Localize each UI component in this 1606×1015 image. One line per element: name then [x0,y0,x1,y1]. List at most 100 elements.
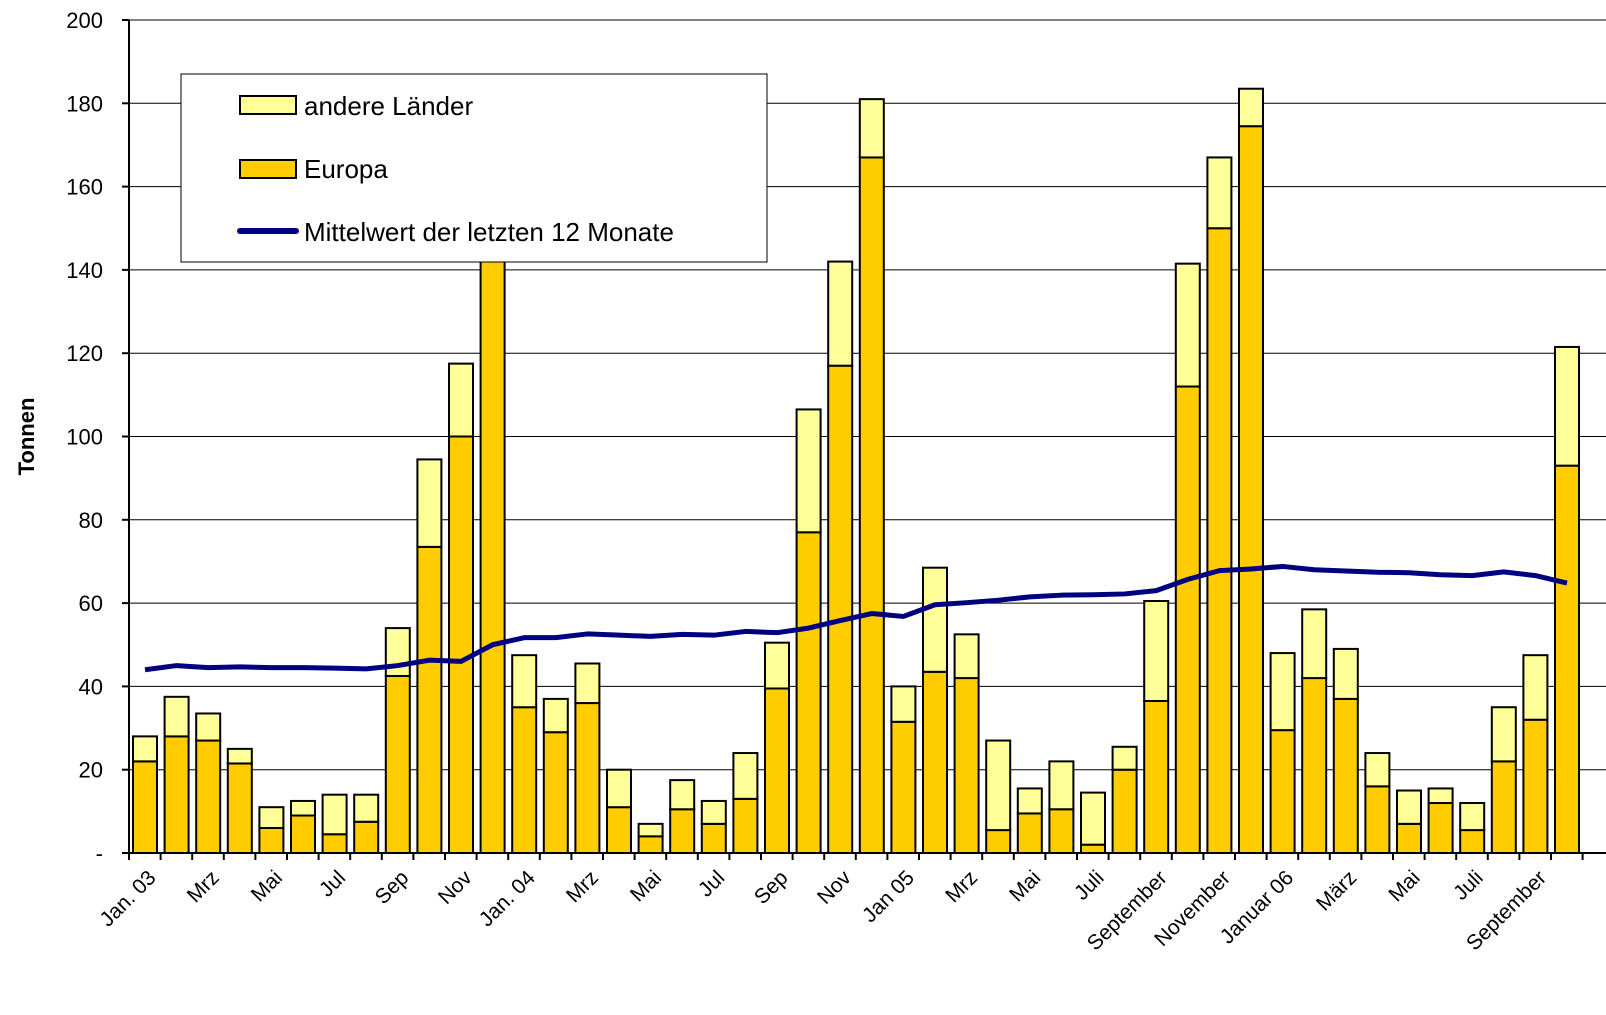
x-tick-label: Jan. 03 [96,866,161,931]
bar-andere-laender [795,408,822,534]
bar-andere-laender [542,697,569,734]
x-tick-label: Mrz [941,866,982,907]
line-mittelwert [144,563,1568,673]
y-tick-label: 200 [66,8,103,33]
x-tick-label: Sep [750,866,793,909]
bar-europa [1206,227,1233,854]
bar-europa [416,545,443,854]
x-tick-label: Jul [694,866,729,901]
bar-europa [1269,729,1296,855]
x-tick-label: Juli [1070,866,1109,905]
bar-andere-laender [985,739,1012,832]
x-tick-label: Jan. 04 [475,866,540,931]
y-tick-label: 140 [66,258,103,283]
bar-europa [448,435,474,854]
y-tick-label: 80 [79,508,103,533]
bar-andere-laender [1080,791,1106,846]
x-tick-label: Mai [247,866,287,906]
bar-europa [1427,802,1454,855]
bar-andere-laender [321,793,348,836]
bar-andere-laender [1269,652,1296,732]
bar-europa [1554,464,1580,854]
bar-europa [700,822,727,854]
bar-andere-laender [827,260,854,367]
legend-label: Europa [304,154,388,184]
x-tick-label: März [1312,866,1361,915]
bar-andere-laender [416,458,443,548]
bar-andere-laender [890,685,917,723]
bar-europa [384,674,411,854]
bar-europa [258,827,285,855]
bar-andere-laender [922,566,948,673]
bar-europa [1016,812,1043,854]
bar-europa [985,829,1012,855]
bar-andere-laender [1238,87,1264,128]
y-tick-label: 120 [66,341,103,366]
bar-andere-laender [1554,345,1580,467]
bar-andere-laender [669,779,696,811]
bar-europa [1332,697,1359,855]
x-tick-label: Mrz [562,866,603,907]
bar-andere-laender [1048,760,1075,811]
y-tick-label: 160 [66,175,103,200]
bar-andere-laender [1206,156,1233,230]
bar-andere-laender [574,662,601,705]
x-tick-label: Mai [1005,866,1045,906]
bar-andere-laender [764,641,790,690]
bar-europa [953,677,980,854]
y-tick-label: 100 [66,425,103,450]
bar-andere-laender [1174,262,1201,388]
bar-europa [637,835,664,855]
bar-europa [732,797,759,854]
bar-europa [132,760,158,854]
x-tick-label: Nov [813,866,856,909]
bar-europa [858,156,885,854]
y-tick-label: 60 [79,591,103,616]
x-tick-label: Mai [626,866,666,906]
bar-europa [353,820,380,855]
y-tick-label: 20 [79,758,103,783]
bar-europa [1174,385,1201,854]
bar-andere-laender [1364,752,1391,788]
x-tick-label: Mrz [183,866,224,907]
x-tick-label: Mai [1384,866,1424,906]
bar-andere-laender [163,695,190,738]
bar-andere-laender [1396,789,1422,825]
bar-europa [606,806,632,854]
bar-andere-laender [1427,787,1454,805]
bar-europa [669,808,696,855]
bar-andere-laender [353,793,380,823]
bar-europa [542,731,569,855]
bar-andere-laender [511,654,538,709]
bar-andere-laender [606,768,632,809]
y-tick-label: - [96,841,103,866]
bar-andere-laender [858,98,885,159]
bar-europa [922,670,948,855]
bar-andere-laender [1490,706,1517,763]
bar-europa [195,739,222,854]
bar-andere-laender [1143,600,1170,702]
bar-andere-laender [1301,608,1328,680]
bar-europa [1490,760,1517,854]
x-tick-label: Sep [371,866,414,909]
bar-europa [479,256,506,854]
bar-europa [890,720,917,854]
bar-andere-laender [700,799,727,825]
legend-label: andere Länder [304,91,473,121]
bar-europa [1522,718,1549,854]
x-tick-label: Jul [315,866,350,901]
bar-andere-laender [132,735,158,763]
bar-andere-laender [1332,647,1359,700]
bar-europa [163,735,190,855]
y-tick-label: 180 [66,91,103,116]
bar-andere-laender [1522,654,1549,721]
bar-europa [795,531,822,854]
bar-europa [574,702,601,854]
legend-swatch-europa [239,159,297,179]
bar-andere-laender [1459,802,1486,832]
bar-europa [1396,822,1422,854]
bar-andere-laender [448,362,474,438]
bar-andere-laender [1111,745,1138,771]
bar-andere-laender [290,799,316,817]
